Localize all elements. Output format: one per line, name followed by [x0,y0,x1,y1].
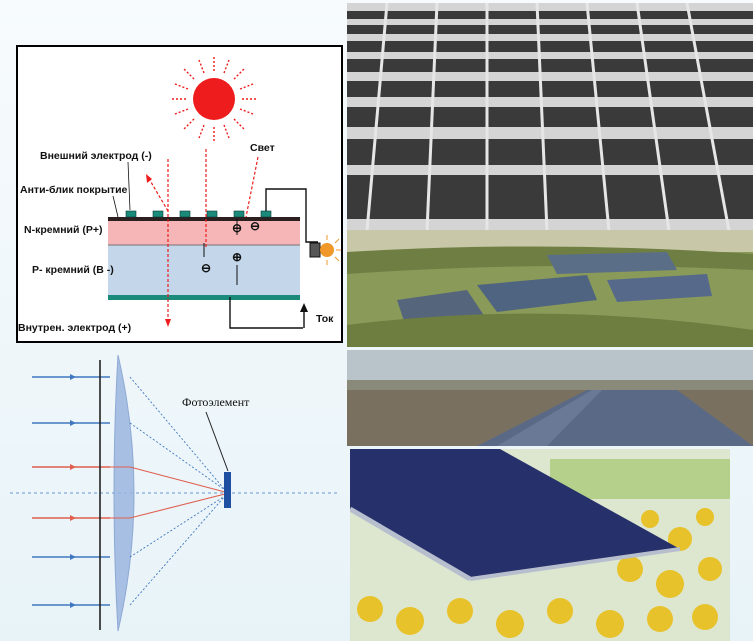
label-inner-electrode: Внутрен. электрод (+) [18,322,131,334]
hole-charge: ⊕ [232,250,242,264]
lens-shape [113,354,135,632]
electron-charge: ⊖ [201,261,211,275]
label-antireflection: Анти-блик покрытие [20,184,128,196]
lens-svg: Фотоэлемент [10,354,340,632]
label-current: Ток [316,313,334,325]
antireflection-layer [108,217,300,221]
solar-panel-field-photo [347,3,753,231]
converging-red-rays [110,466,226,519]
label-light: Свет [250,142,275,154]
sun-icon [172,57,256,141]
lens-diagram: Фотоэлемент [10,350,340,640]
panels-sunflowers-photo [350,449,730,641]
panel-row-horizon-photo [347,350,753,446]
label-photocell: Фотоэлемент [182,395,250,409]
current-circuit [229,188,318,329]
light-rays [147,149,259,322]
label-p-silicon: Р- кремний (В -) [32,264,114,276]
solar-cell-diagram: ⊖ ⊖ ⊖ ⊕ Внешний электрод (-) Анти-блик п… [16,45,343,343]
electron-charge: ⊖ [250,219,260,233]
solar-cell-svg: ⊖ ⊖ ⊖ ⊕ Внешний электрод (-) Анти-блик п… [18,57,341,334]
aerial-solar-farm-photo [347,230,753,347]
charge-arrows [203,219,238,285]
label-outer-electrode: Внешний электрод (-) [40,150,152,162]
lamp-icon [309,235,341,265]
label-n-silicon: N-кремний (Р+) [24,224,103,236]
incoming-rays [32,374,110,608]
photocell-leader [205,411,229,472]
label-leaders [112,161,131,218]
n-silicon-layer [108,221,300,245]
outer-electrode-contacts [125,210,272,218]
panel-rows [347,11,753,219]
photocell [224,472,231,508]
inner-electrode-layer [108,295,300,300]
converging-blue-rays [129,376,226,606]
solar-panel [350,449,680,579]
